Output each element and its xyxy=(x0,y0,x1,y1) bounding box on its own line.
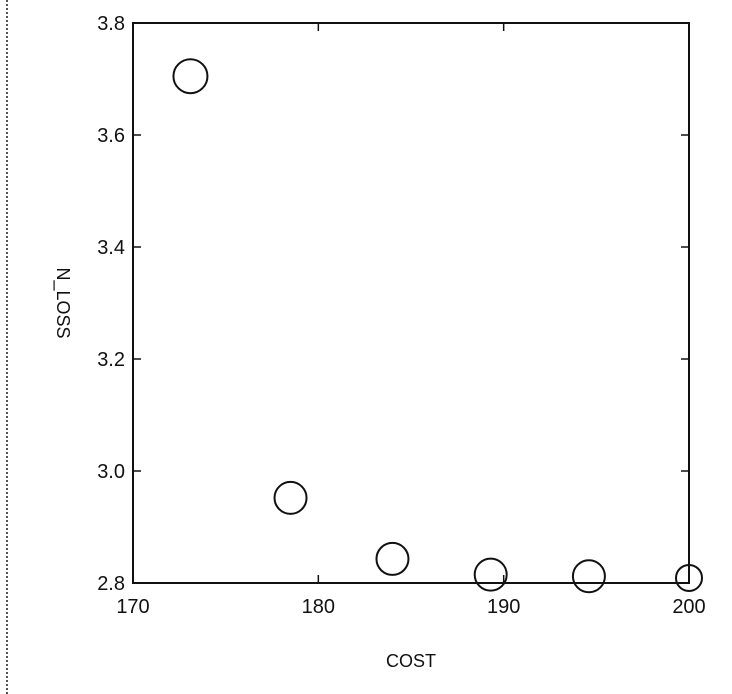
y-tick-label: 3.8 xyxy=(97,13,125,35)
x-tick-label: 200 xyxy=(672,596,705,618)
data-point xyxy=(675,563,703,592)
data-point xyxy=(473,557,508,592)
y-tick-label: 3.0 xyxy=(97,461,125,483)
y-tick-label: 2.8 xyxy=(97,573,125,595)
y-tick-label: 3.4 xyxy=(97,237,125,259)
x-tick-label: 180 xyxy=(302,596,335,618)
data-point xyxy=(273,480,308,515)
y-tick-label: 3.6 xyxy=(97,125,125,147)
left-dotted-border xyxy=(6,0,8,694)
y-tick-labels: 2.8 3.0 3.2 3.4 3.6 3.8 xyxy=(97,13,125,595)
data-points xyxy=(172,58,703,594)
y-axis-title: N_LOSS xyxy=(52,267,73,338)
plot-frame xyxy=(132,22,690,584)
data-point xyxy=(375,541,410,576)
data-point xyxy=(571,559,606,594)
x-tick-label: 190 xyxy=(487,596,520,618)
y-tick-label: 3.2 xyxy=(97,349,125,371)
axis-ticks xyxy=(132,22,690,584)
x-axis-title: COST xyxy=(386,651,436,671)
x-tick-labels: 170 180 190 200 xyxy=(116,596,705,618)
x-tick-label: 170 xyxy=(116,596,149,618)
data-point xyxy=(172,58,209,95)
